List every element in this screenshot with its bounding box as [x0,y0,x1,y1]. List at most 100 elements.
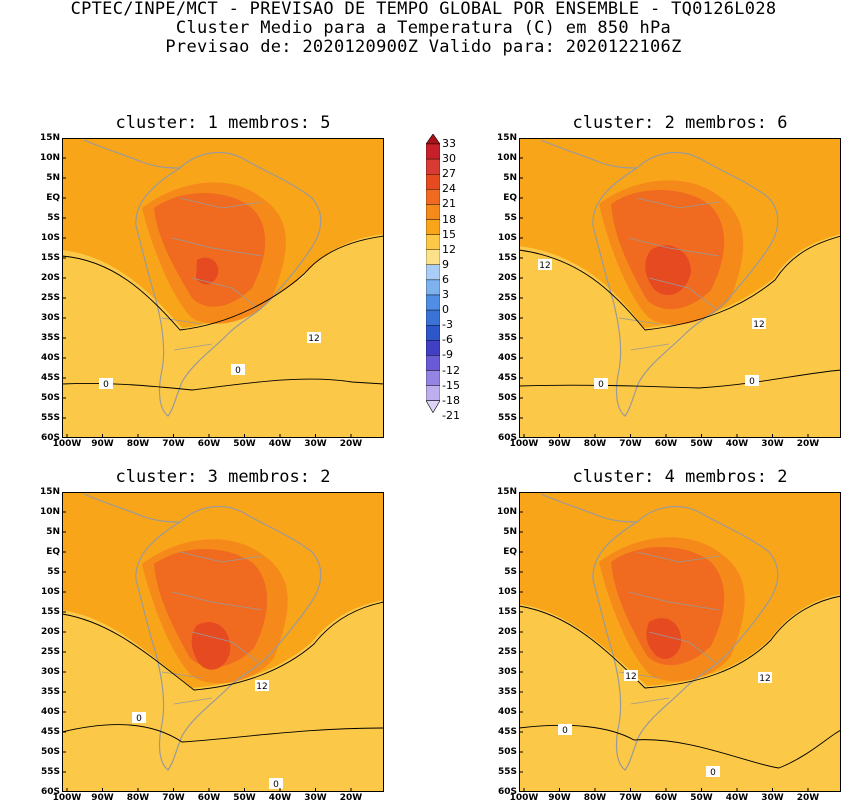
colorbar-label: -21 [442,408,460,422]
coastline-central-america [540,493,638,523]
lat-tick-label: 15N [496,487,517,497]
country-border [171,591,263,611]
lat-tick-label: 25S [40,293,60,303]
lat-tick-label: 50S [40,747,60,757]
lon-tick-label: 90W [548,793,571,803]
country-border [173,343,213,351]
lat-tick-label: 15N [39,133,60,143]
isotherm-line [519,724,841,769]
country-border [636,197,720,209]
lat-tick-label: 5N [503,173,517,183]
country-border [648,631,716,663]
lon-tick-label: 60W [197,439,221,449]
isotherm-line [62,724,384,743]
temperature-band-t24 [646,618,682,659]
lat-tick-label: 10N [39,153,60,163]
svg-text:0: 0 [749,377,755,387]
lat-tick-label: 5S [504,567,517,577]
lon-tick-label: 80W [126,793,150,803]
contour-label: 0 [594,378,608,390]
colorbar-swatch-tm12 [425,355,441,371]
country-border [630,343,670,351]
lon-tick-label: 40W [268,793,292,803]
lat-tick-label: 45S [40,373,60,383]
colorbar-swatch-tm3 [425,309,441,326]
svg-text:0: 0 [235,366,241,376]
svg-text:12: 12 [308,334,319,344]
colorbar-label: 18 [442,212,456,226]
lat-tick-label: 50S [497,747,517,757]
colorbar-swatch-tm15 [425,370,441,386]
lon-tick-label: 30W [304,793,327,803]
lon-tick-label: 20W [339,793,363,803]
contour-label: 12 [255,680,269,692]
lat-tick-label: 15S [40,607,60,617]
panel-title-cluster-1: cluster: 1 membros: 5 [115,113,331,133]
lon-tick-label: 100W [52,439,82,449]
colorbar-label: 12 [442,242,456,256]
contour-label: 0 [269,778,283,790]
country-border [161,671,203,679]
lat-tick-label: 5S [47,567,60,577]
coastline-central-america [83,139,181,169]
lat-tick-label: 20S [497,627,517,637]
lon-tick-label: 80W [583,439,607,449]
lat-tick-label: 40S [40,707,60,717]
country-border [630,697,670,705]
lat-tick-label: 50S [497,393,517,403]
country-border [171,237,263,257]
lat-tick-label: 20S [40,627,60,637]
lon-tick-label: 100W [509,793,539,803]
country-border [161,317,203,325]
country-border [636,551,720,563]
lon-tick-label: 70W [619,439,642,449]
map-panel-cluster-1: 12 0 0 [62,138,384,438]
coastline-south-america [592,151,779,417]
colorbar-label: 21 [442,197,456,211]
lat-tick-label: EQ [46,193,60,203]
colorbar-label: 27 [442,167,456,181]
lat-tick-label: 45S [497,727,517,737]
map-frame [519,138,841,438]
contour-label: 0 [132,712,146,724]
contour-label: 0 [745,375,759,387]
contour-label: 12 [752,318,766,330]
colorbar-swatch-t3 [425,279,441,296]
colorbar-swatch-t27 [425,158,441,175]
contour-label: 12 [758,672,772,684]
lat-tick-label: 5S [504,213,517,223]
contour-label: 0 [231,364,245,376]
svg-text:0: 0 [598,380,604,390]
colorbar-swatch-t21 [425,189,441,205]
colorbar-label: 6 [442,272,449,286]
lon-tick-label: 90W [91,439,114,449]
lat-tick-label: 20S [40,273,60,283]
lon-tick-label: 50W [690,793,713,803]
figure-header: CPTEC/INPE/MCT - PREVISAO DE TEMPO GLOBA… [0,0,847,57]
lat-tick-label: 40S [497,353,517,363]
country-border [179,551,263,563]
svg-text:0: 0 [136,714,142,724]
map-frame [519,492,841,792]
lat-tick-label: 55S [497,413,517,423]
colorbar-label: 15 [442,227,456,241]
lat-tick-label: 10S [497,587,517,597]
lon-tick-label: 40W [725,439,749,449]
lon-tick-label: 50W [690,439,713,449]
lat-tick-label: 35S [40,333,60,343]
lat-tick-label: 55S [40,767,60,777]
map-frame [62,138,384,438]
lat-tick-label: 30S [497,313,517,323]
lat-tick-label: 5N [46,527,60,537]
contour-label: 12 [624,670,638,682]
lat-tick-label: 25S [497,293,517,303]
lon-tick-label: 50W [233,793,256,803]
lat-tick-label: 10S [40,587,60,597]
lat-tick-label: 40S [497,707,517,717]
lat-tick-label: 10S [40,233,60,243]
lat-tick-label: 10N [496,153,517,163]
colorbar-max-arrow [425,133,441,145]
lon-tick-label: 60W [197,793,221,803]
lat-tick-label: 35S [40,687,60,697]
lon-tick-label: 20W [796,793,820,803]
